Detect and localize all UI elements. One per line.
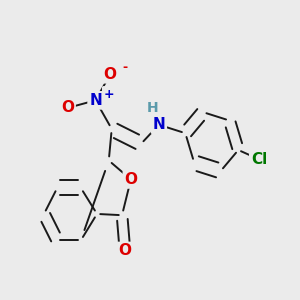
Text: +: + [103,88,114,100]
Text: Cl: Cl [251,152,267,167]
Text: O: O [124,172,137,187]
Text: N: N [89,93,102,108]
Text: O: O [118,244,131,259]
Text: H: H [147,101,159,115]
Text: N: N [152,117,165,132]
Text: -: - [122,61,128,74]
Text: O: O [104,67,117,82]
Text: O: O [61,100,74,116]
